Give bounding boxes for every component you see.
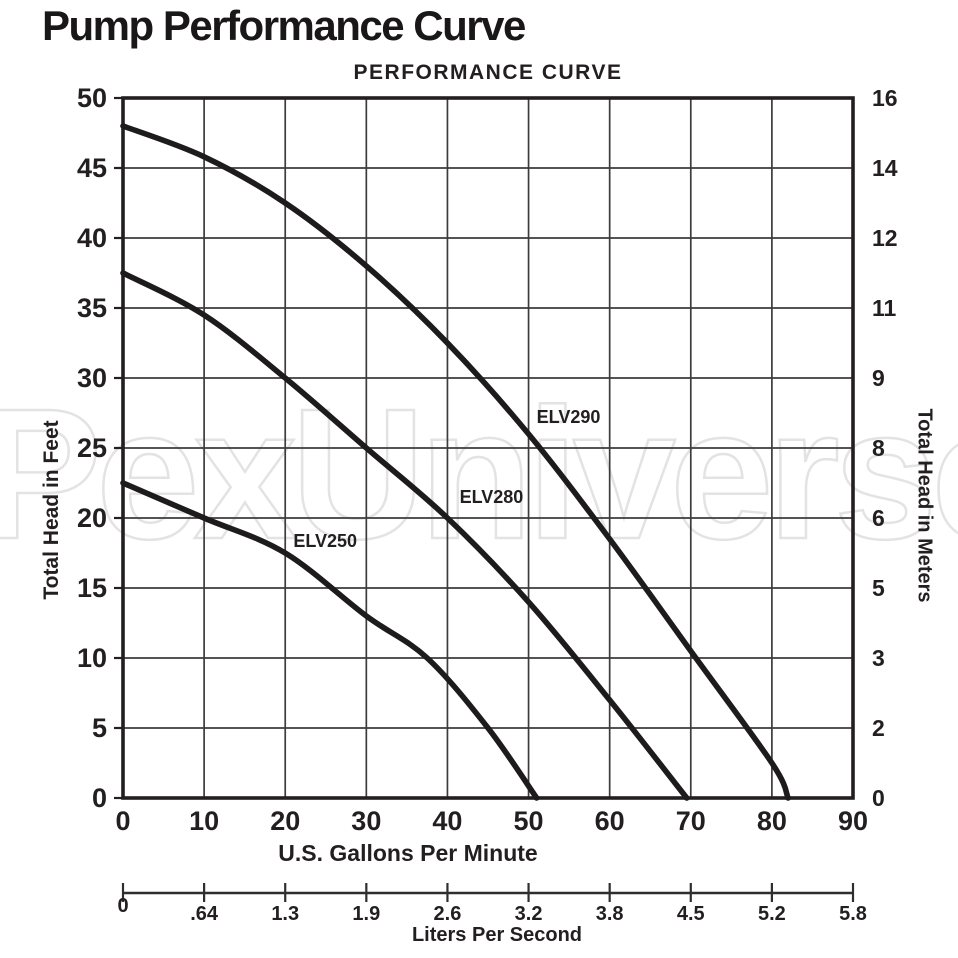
lps-tick-label: 0	[117, 895, 129, 917]
meters-tick-label: 16	[872, 85, 898, 111]
gpm-tick-label: 90	[837, 806, 869, 836]
lps-tick-label: .64	[190, 903, 219, 925]
meters-tick-label: 9	[872, 365, 885, 391]
meters-tick-label: 11	[872, 295, 897, 321]
meters-tick-label: 8	[872, 435, 885, 461]
meters-tick-label: 3	[872, 645, 885, 671]
gpm-tick-label: 80	[756, 806, 787, 836]
feet-tick-label: 40	[76, 223, 107, 253]
feet-tick-label: 5	[91, 713, 107, 743]
feet-tick-label: 35	[76, 293, 107, 323]
gpm-tick-label: 50	[513, 806, 544, 836]
gpm-tick-label: 10	[189, 806, 220, 836]
lps-tick-label: 4.5	[676, 903, 705, 925]
lps-tick-label: 5.2	[757, 903, 786, 925]
x-axis-title: U.S. Gallons Per Minute	[278, 840, 538, 866]
lps-tick-label: 3.2	[514, 903, 543, 925]
curve-ELV290	[120, 123, 791, 801]
feet-tick-label: 10	[76, 643, 107, 673]
feet-tick-label: 25	[76, 433, 107, 463]
curve-ELV250	[120, 480, 540, 801]
gpm-tick-label: 70	[675, 806, 706, 836]
meters-tick-label: 14	[872, 155, 898, 181]
page-title: Pump Performance Curve	[42, 2, 526, 49]
feet-tick-label: 0	[91, 783, 107, 813]
feet-tick-label: 45	[76, 153, 107, 183]
gpm-tick-label: 30	[351, 806, 382, 836]
curve-label-ELV250: ELV250	[293, 530, 358, 551]
y-axis-right-title: Total Head in Meters	[913, 408, 936, 603]
meters-tick-label: 12	[872, 225, 898, 251]
meters-tick-label: 0	[872, 785, 885, 811]
lps-tick-label: 2.6	[433, 903, 462, 925]
x2-axis-title: Liters Per Second	[411, 924, 583, 946]
gpm-tick-label: 60	[594, 806, 625, 836]
meters-tick-label: 6	[872, 505, 885, 531]
gpm-tick-label: 20	[270, 806, 301, 836]
feet-tick-label: 20	[76, 503, 107, 533]
curve-label-ELV280: ELV280	[459, 487, 524, 508]
lps-tick-label: 3.8	[595, 903, 624, 925]
feet-tick-label: 50	[76, 83, 107, 113]
feet-tick-label: 30	[76, 363, 107, 393]
lps-tick-label: 1.9	[352, 903, 381, 925]
curve-ELV280	[120, 270, 690, 801]
feet-tick-label: 15	[76, 573, 107, 603]
curve-label-ELV290: ELV290	[536, 407, 601, 428]
y-axis-left-title: Total Head in Feet	[40, 420, 63, 600]
gpm-tick-label: 0	[115, 806, 131, 836]
lps-tick-label: 1.3	[271, 903, 300, 925]
lps-tick-label: 5.8	[839, 903, 867, 925]
meters-tick-label: 5	[872, 575, 885, 601]
meters-tick-label: 2	[872, 715, 885, 741]
chart-title: PERFORMANCE CURVE	[353, 61, 623, 84]
gpm-tick-label: 40	[432, 806, 463, 836]
